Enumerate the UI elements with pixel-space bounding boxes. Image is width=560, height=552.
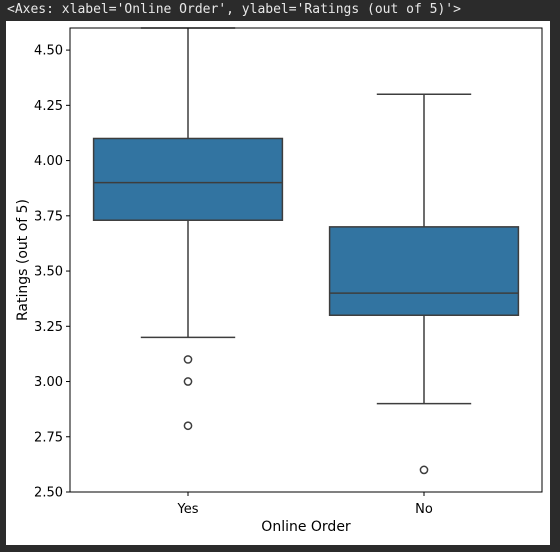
box-no <box>330 227 519 315</box>
outlier-point-yes <box>184 422 191 429</box>
y-tick-label: 3.25 <box>34 320 63 335</box>
outlier-point-yes <box>184 378 191 385</box>
y-tick-label: 4.25 <box>34 99 63 114</box>
y-tick-label: 3.00 <box>34 375 63 390</box>
box-yes <box>94 138 283 220</box>
x-tick-label-no: No <box>415 502 433 517</box>
box-plot-chart: 2.50 2.75 3.00 3.25 3.50 3.75 4.00 4.25 4.50 Yes N… <box>6 21 550 545</box>
y-tick-label: 4.50 <box>34 44 63 59</box>
output-repr-text: <Axes: xlabel='Online Order', ylabel='Ra… <box>7 2 461 17</box>
chart-figure: 2.50 2.75 3.00 3.25 3.50 3.75 4.00 4.25 4.50 Yes N… <box>6 21 550 545</box>
y-tick-label: 2.75 <box>34 430 63 445</box>
y-tick-label: 2.50 <box>34 486 63 501</box>
outlier-point-no <box>420 466 427 473</box>
outlier-point-yes <box>184 356 191 363</box>
y-tick-label: 3.50 <box>34 265 63 280</box>
y-axis-label: Ratings (out of 5) <box>15 199 31 321</box>
y-tick-label: 4.00 <box>34 154 63 169</box>
y-tick-label: 3.75 <box>34 209 63 224</box>
x-axis-label: Online Order <box>261 519 351 535</box>
x-tick-label-yes: Yes <box>177 502 199 517</box>
